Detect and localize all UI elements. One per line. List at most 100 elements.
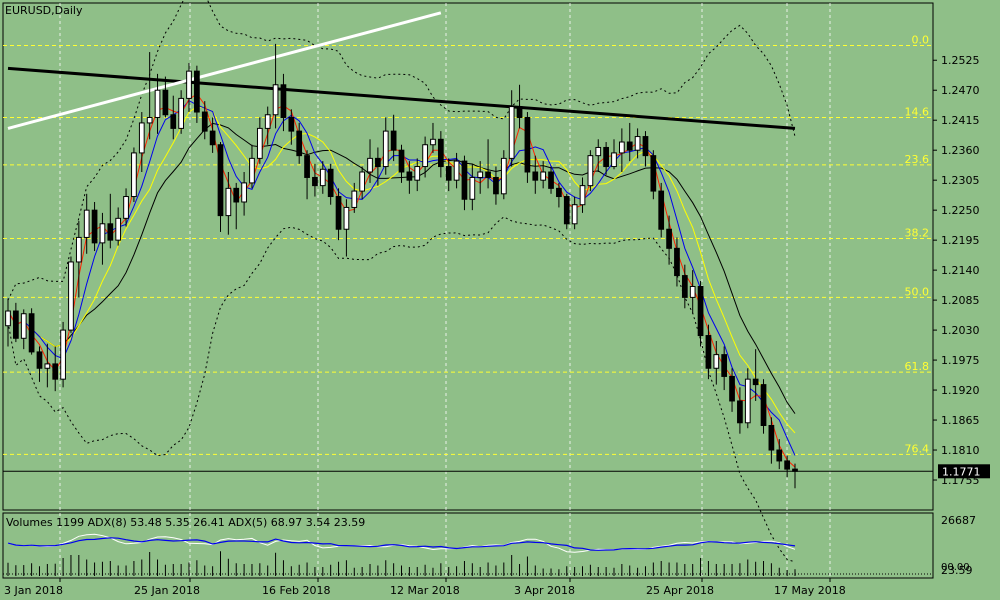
indicator-axis-top: 26687 [941, 514, 976, 527]
y-tick-label: 1.2030 [941, 324, 980, 337]
fib-label: 23.6 [905, 153, 930, 166]
candle-body [469, 176, 476, 200]
price-axis: 1.2525 1.2470 1.2415 1.2360 1.2305 1.2250 1.21… [933, 54, 990, 487]
candle-body [390, 130, 397, 151]
candle [626, 122, 633, 162]
fib-label: 0.0 [912, 34, 930, 47]
candle [52, 346, 59, 392]
candlestick-series [5, 43, 798, 489]
x-tick-label: 12 Mar 2018 [390, 584, 460, 597]
candle-body [626, 141, 633, 151]
candle-body [721, 354, 728, 377]
candle [587, 150, 594, 192]
indicator-title: Volumes 1199 ADX(8) 53.48 5.35 26.41 ADX… [6, 516, 365, 529]
candle-body [382, 130, 389, 168]
candle [752, 349, 759, 401]
candle-body [115, 217, 122, 241]
candle-body [154, 89, 161, 118]
x-tick-label: 3 Jan 2018 [4, 584, 63, 597]
candle-body [524, 116, 531, 173]
candle [327, 163, 334, 205]
candle [209, 117, 216, 153]
candle-body [784, 460, 790, 470]
candle-body [587, 155, 594, 187]
price-frame [2, 2, 934, 511]
candle [540, 161, 547, 189]
candle [390, 114, 397, 162]
indicator-axis-bottom: 23.59 [941, 564, 973, 577]
candle [674, 237, 680, 287]
y-tick-label: 1.2360 [941, 144, 980, 157]
candle-body [548, 171, 554, 189]
candle [760, 379, 767, 434]
y-tick-label: 1.1920 [941, 384, 980, 397]
candle-body [674, 247, 680, 277]
candle-body [68, 261, 74, 331]
candle-body [705, 335, 712, 369]
candle [642, 131, 649, 167]
y-tick-label: 1.2305 [941, 174, 980, 187]
candle-body [256, 127, 263, 159]
candle-body [532, 171, 539, 181]
candle [233, 182, 240, 230]
candle-body [335, 196, 342, 230]
candle-body [650, 155, 657, 192]
candle-body [319, 168, 326, 187]
candle [343, 199, 350, 257]
candle-body [249, 157, 255, 184]
x-tick-label: 25 Jan 2018 [134, 584, 200, 597]
bollinger-bands [7, 0, 796, 563]
candle-body [375, 157, 381, 168]
candle-body [60, 329, 66, 380]
candle [256, 117, 263, 164]
y-tick-label: 1.2195 [941, 234, 980, 247]
candle-body [642, 136, 649, 157]
trendlines [7, 11, 796, 130]
candle [398, 144, 405, 183]
candle-body [792, 468, 798, 472]
candle [264, 106, 271, 145]
candle-body [430, 138, 436, 146]
trendline-support [7, 11, 442, 130]
adx5-line [7, 533, 796, 553]
candle [792, 463, 798, 489]
candle [138, 112, 145, 172]
candle [681, 264, 688, 309]
candle [194, 65, 200, 123]
candle-body [194, 70, 200, 113]
candle-body [658, 190, 665, 230]
adx8-line [7, 537, 796, 551]
candle-body [5, 310, 11, 327]
candle [666, 215, 672, 265]
candle [107, 193, 114, 249]
candle-body [280, 84, 287, 118]
current-price-label: 1.1771 [942, 465, 981, 478]
candle [335, 188, 342, 241]
candle [60, 321, 66, 388]
candle [146, 52, 153, 140]
y-tick-label: 1.2085 [941, 294, 980, 307]
candle-body [146, 116, 153, 124]
y-tick-label: 1.1865 [941, 414, 980, 427]
candle [611, 139, 617, 170]
fib-label: 61.8 [905, 360, 930, 373]
candle [437, 131, 444, 178]
fib-label: 38.2 [905, 227, 930, 240]
candle-body [28, 313, 35, 353]
candle [713, 341, 720, 385]
x-tick-label: 25 Apr 2018 [646, 584, 714, 597]
candle-body [445, 166, 452, 181]
candle-body [618, 141, 625, 154]
candle [178, 90, 185, 134]
candle [115, 207, 122, 246]
candle [721, 346, 728, 391]
candle [99, 212, 106, 265]
y-tick-label: 1.2140 [941, 264, 980, 277]
candle-body [52, 363, 59, 380]
candle [650, 150, 657, 200]
candle [351, 182, 358, 213]
candle [288, 109, 295, 145]
candle [359, 166, 366, 200]
candle-body [296, 130, 303, 157]
candle [445, 158, 452, 192]
